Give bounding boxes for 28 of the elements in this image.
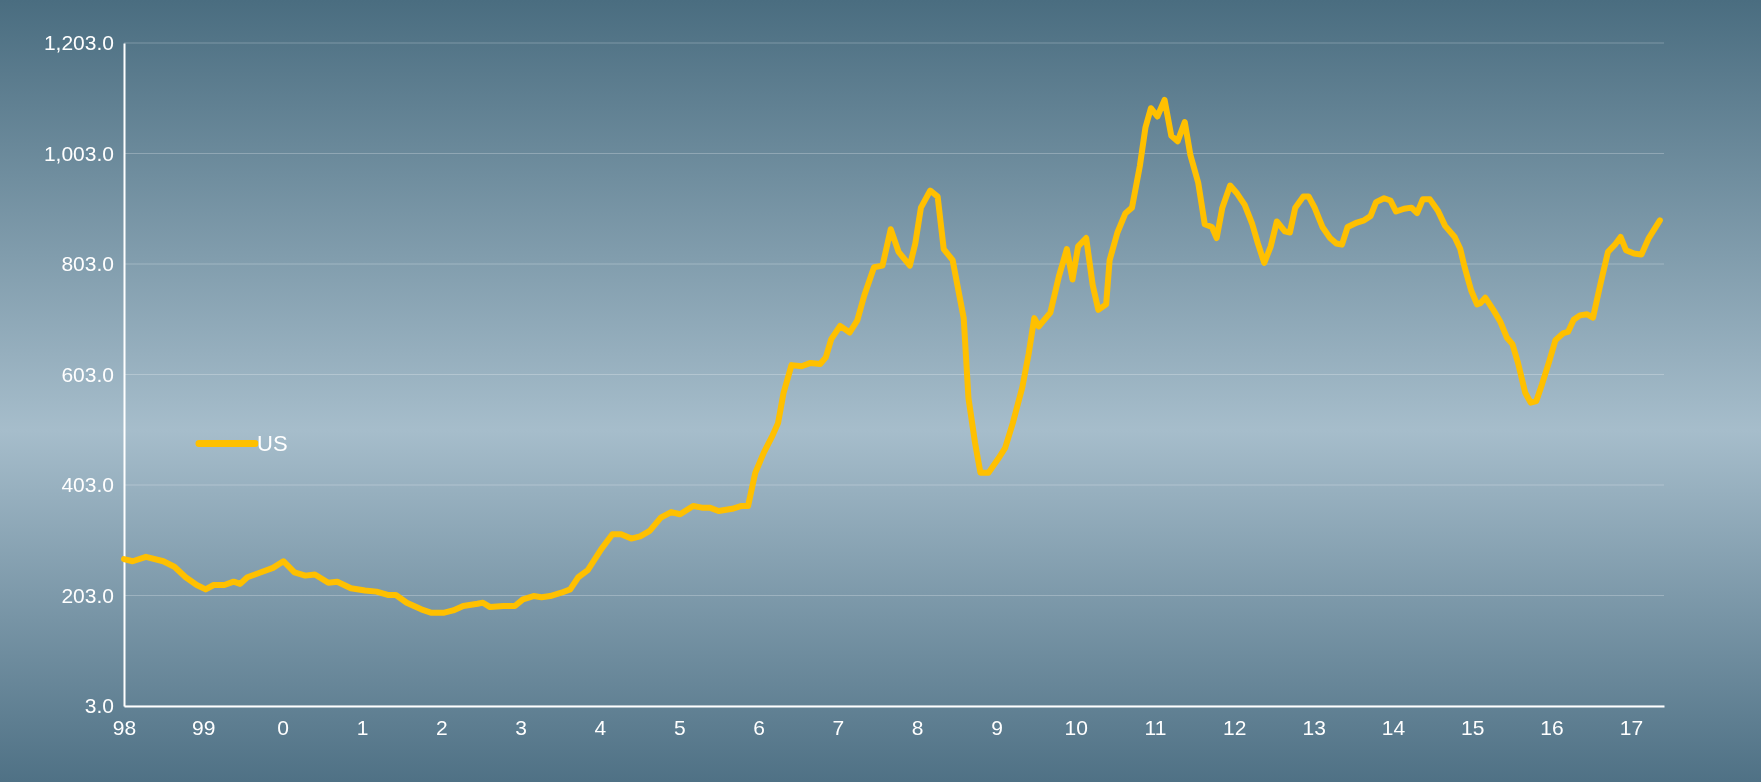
x-tick-label: 6 (753, 715, 765, 739)
x-tick-label: 8 (911, 715, 924, 739)
y-tick-label: 203.0 (61, 583, 114, 607)
x-tick-label: 2 (435, 715, 448, 739)
x-tick-label: 13 (1302, 715, 1326, 739)
x-tick-label: 14 (1381, 715, 1406, 739)
y-tick-label: 403.0 (61, 473, 114, 497)
x-tick-label: 11 (1144, 715, 1167, 739)
legend-label: US (257, 431, 288, 457)
x-tick-label: 12 (1223, 715, 1247, 739)
y-tick-label: 803.0 (61, 252, 114, 276)
y-tick-label: 1,203.0 (43, 31, 114, 55)
y-tick-label: 3.0 (84, 694, 114, 718)
x-tick-label: 99 (192, 715, 216, 739)
x-tick-label: 98 (112, 715, 137, 739)
x-tick-label: 15 (1461, 715, 1485, 739)
x-tick-label: 4 (594, 715, 607, 739)
x-tick-label: 7 (832, 715, 845, 739)
x-tick-label: 3 (515, 715, 527, 739)
x-tick-label: 16 (1540, 715, 1564, 739)
y-tick-label: 1,003.0 (43, 141, 114, 165)
x-tick-label: 1 (356, 715, 369, 739)
x-tick-label: 5 (673, 715, 686, 739)
x-tick-label: 17 (1619, 715, 1644, 739)
x-tick-label: 10 (1064, 715, 1088, 739)
x-tick-label: 0 (277, 715, 289, 739)
x-tick-label: 9 (991, 715, 1003, 739)
y-tick-label: 603.0 (61, 362, 114, 386)
